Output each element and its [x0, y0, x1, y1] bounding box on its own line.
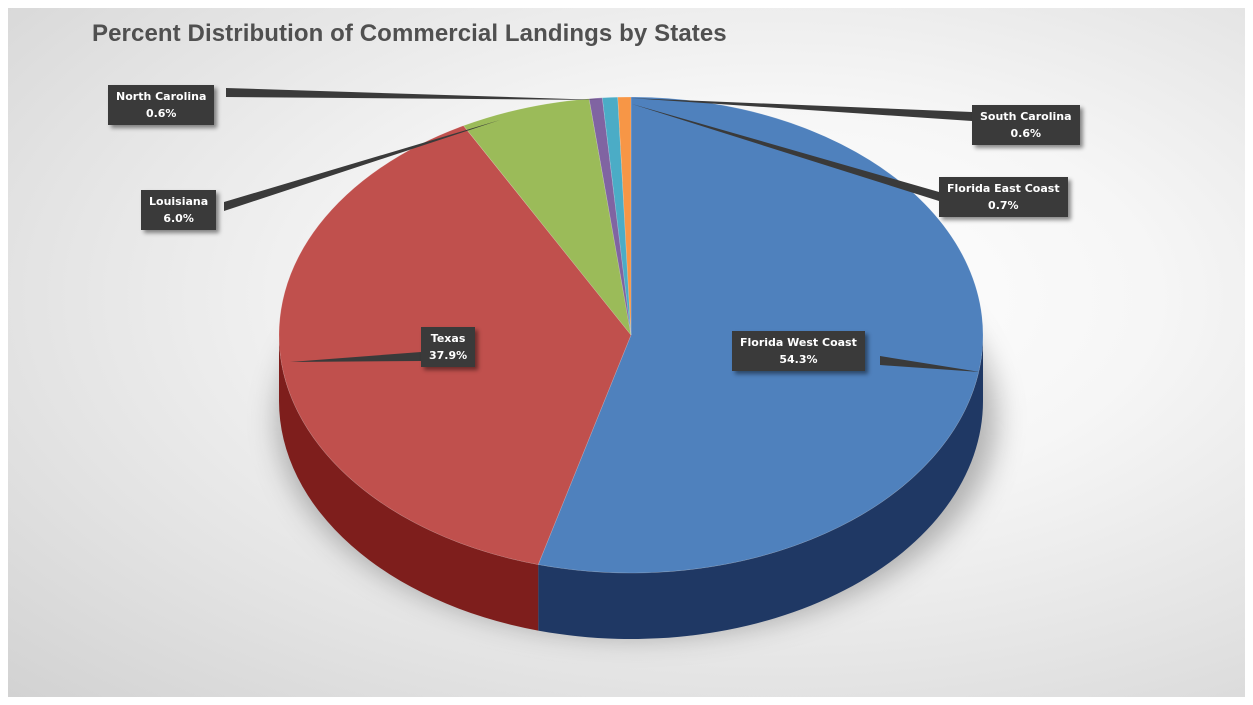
- data-label-florida-east-coast: Florida East Coast 0.7%: [939, 177, 1068, 217]
- leader-line-louisiana: [224, 120, 500, 211]
- side-texas: [279, 335, 539, 631]
- data-label-name: North Carolina: [116, 90, 207, 103]
- leader-line-south-carolina: [630, 98, 972, 121]
- data-label-texas: Texas 37.9%: [421, 327, 476, 367]
- data-label-name: Texas: [430, 332, 466, 345]
- data-label-value: 0.7%: [988, 199, 1019, 212]
- data-label-louisiana: Louisiana 6.0%: [141, 190, 217, 230]
- data-label-name: South Carolina: [980, 110, 1072, 123]
- leader-line-texas: [290, 352, 421, 362]
- data-label-south-carolina: South Carolina 0.6%: [972, 105, 1080, 145]
- data-label-value: 0.6%: [145, 107, 177, 120]
- data-label-florida-west-coast: Florida West Coast 54.3%: [732, 331, 865, 371]
- leader-line-north-carolina: [226, 88, 602, 100]
- data-label-name: Florida West Coast: [740, 336, 857, 349]
- chart-title: Percent Distribution of Commercial Landi…: [92, 20, 727, 47]
- data-label-north-carolina: North Carolina 0.6%: [108, 85, 215, 125]
- data-label-value: 54.3%: [779, 353, 818, 366]
- slice-louisiana: [463, 98, 632, 336]
- data-label-value: 37.9%: [429, 349, 468, 362]
- slice-north-carolina: [588, 97, 632, 336]
- slice-south-carolina: [617, 96, 632, 336]
- data-label-value: 6.0%: [163, 212, 194, 225]
- slice-florida-east-coast: [601, 96, 632, 336]
- data-label-value: 0.6%: [1010, 127, 1042, 140]
- data-label-name: Florida East Coast: [947, 182, 1060, 195]
- data-label-name: Louisiana: [149, 195, 209, 208]
- side-florida-west-coast: [538, 335, 983, 640]
- leader-line-florida-west-coast: [880, 356, 980, 372]
- leader-line-florida-east-coast: [632, 104, 939, 201]
